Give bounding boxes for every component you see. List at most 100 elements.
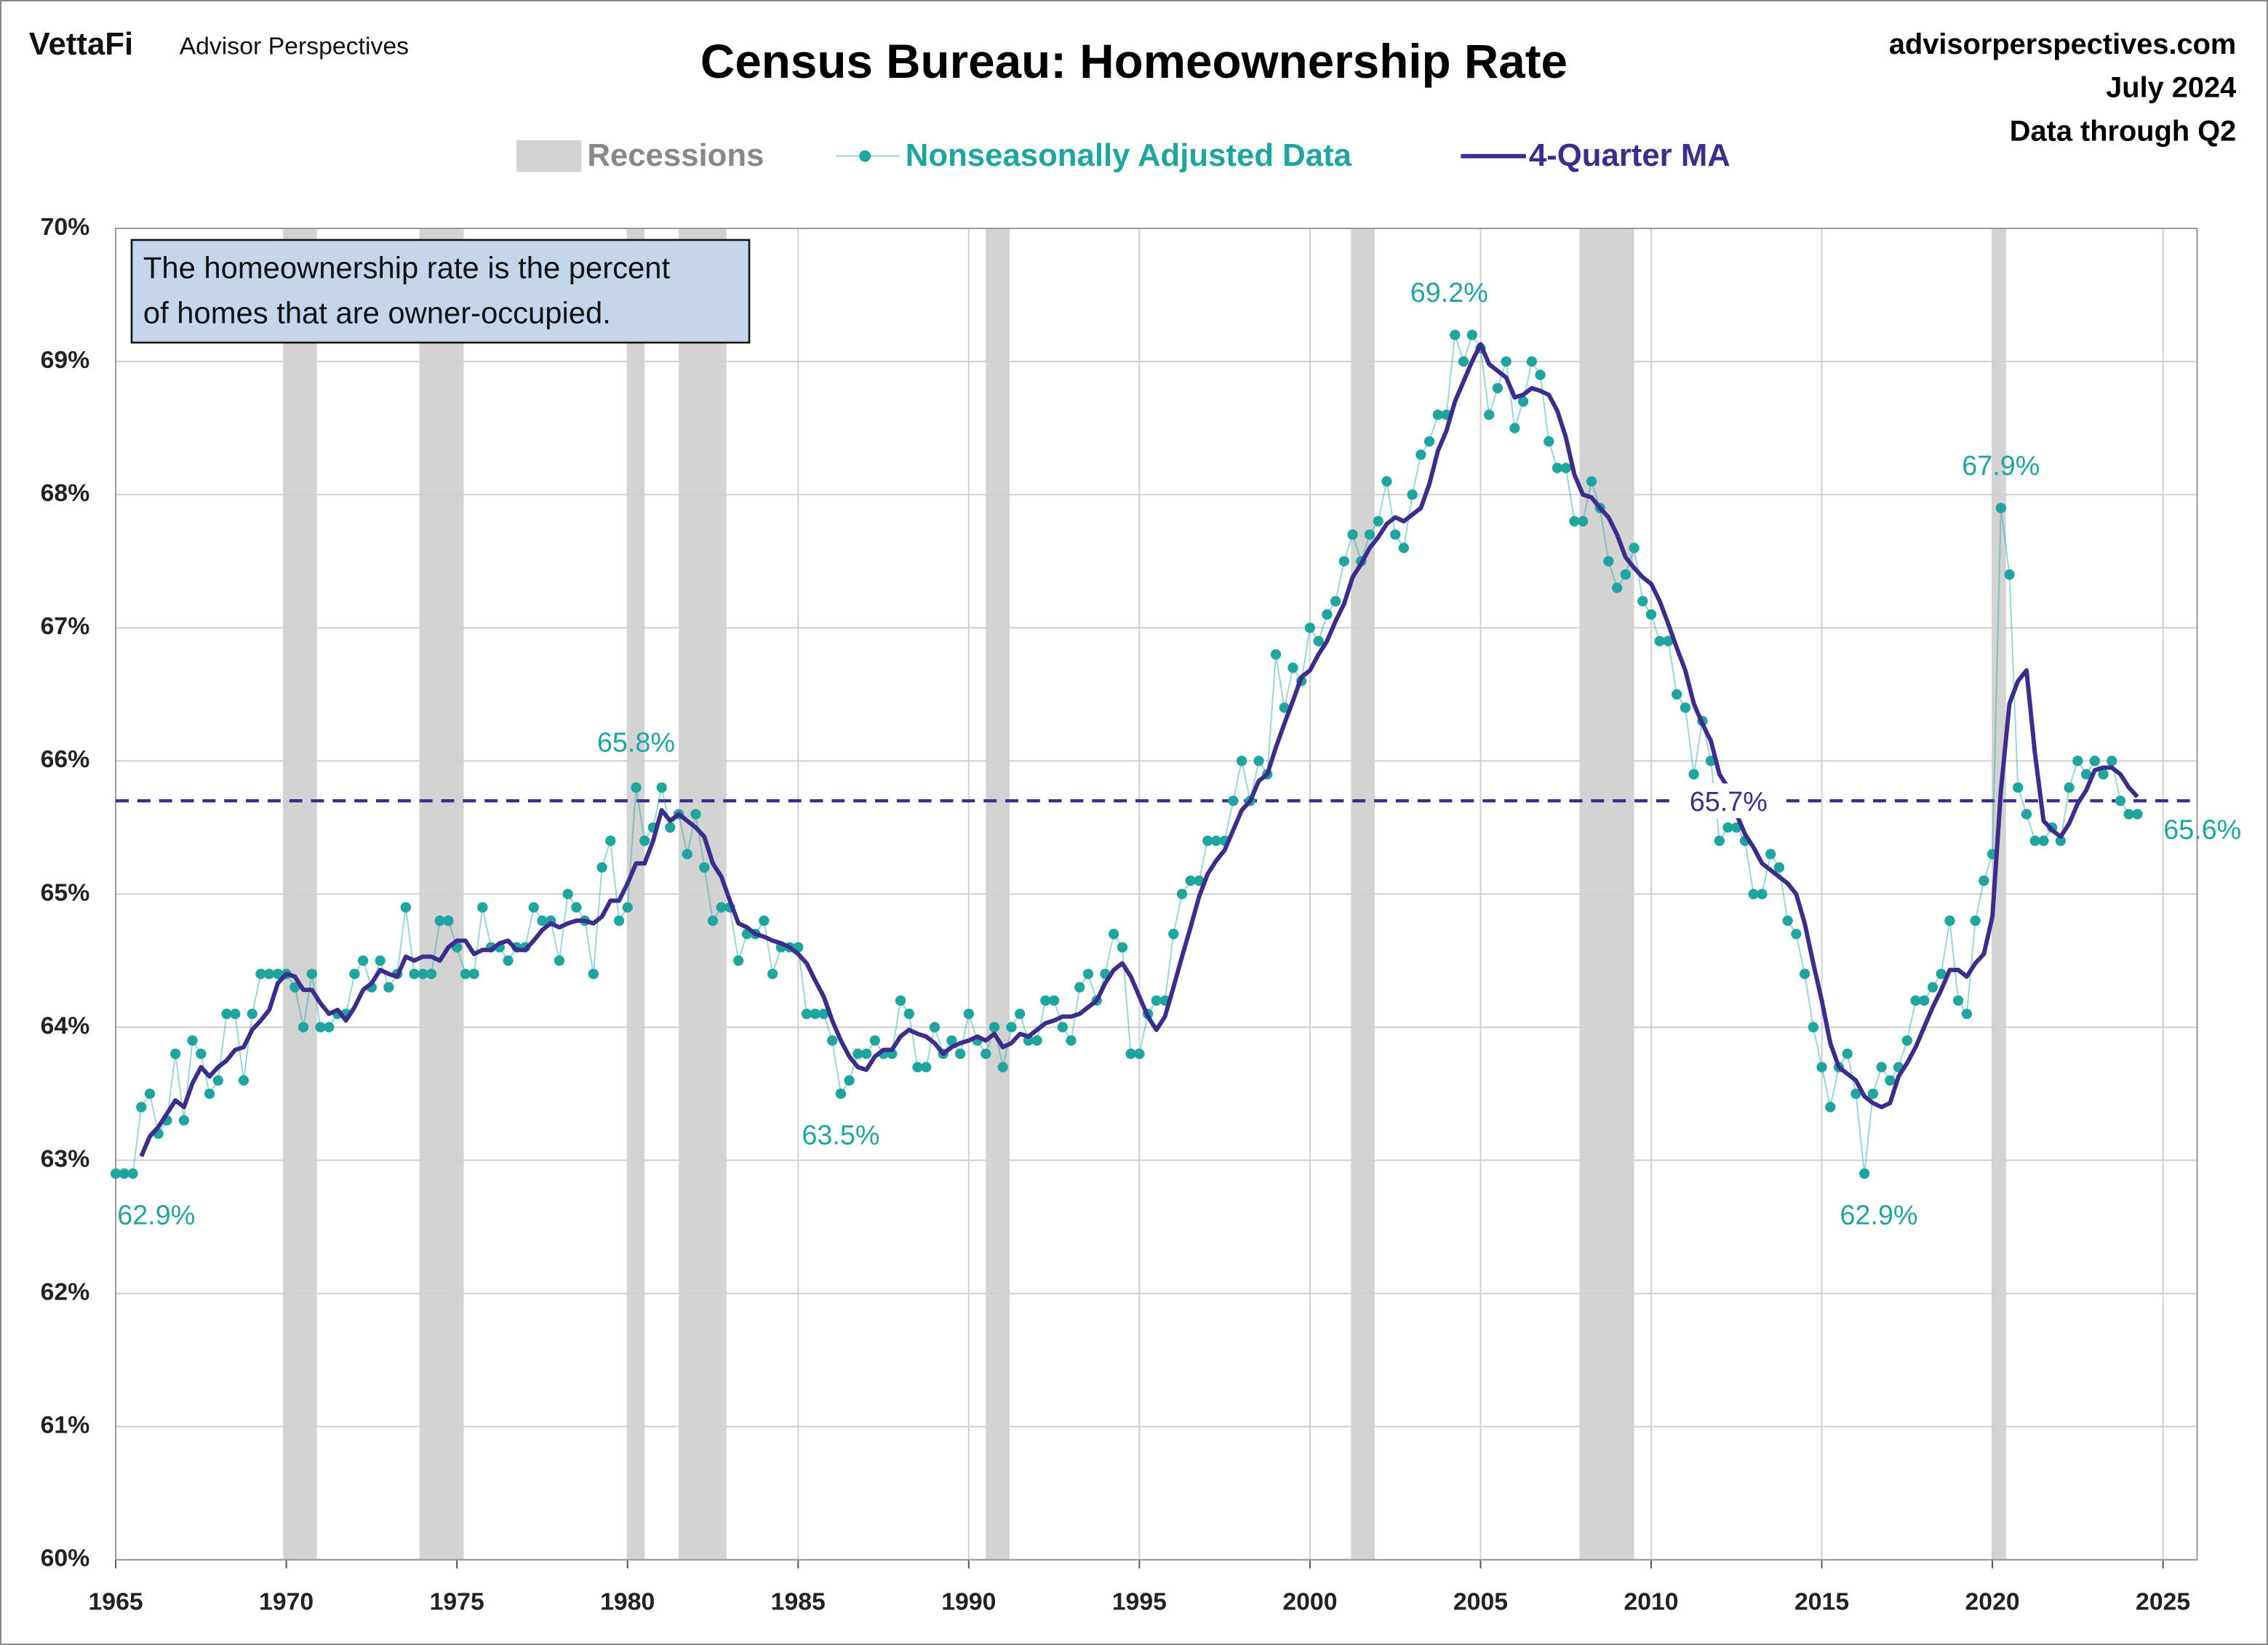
data-point: [1066, 1035, 1077, 1046]
y-tick-label: 70%: [41, 213, 90, 241]
data-point: [2115, 796, 2126, 807]
data-point: [1535, 369, 1546, 380]
x-tick-label: 1965: [88, 1588, 143, 1615]
data-point: [2132, 809, 2143, 820]
data-point: [631, 782, 642, 793]
data-point: [1842, 1048, 1853, 1060]
data-point: [443, 915, 454, 926]
data-point: [954, 1048, 966, 1060]
data-point: [1765, 849, 1776, 860]
data-point: [1109, 929, 1119, 940]
data-point: [1492, 383, 1504, 393]
data-point: [1953, 995, 1964, 1006]
data-point: [1919, 995, 1930, 1006]
x-tick-label: 2015: [1794, 1588, 1849, 1615]
data-point: [1995, 503, 2006, 513]
data-point: [1782, 915, 1793, 926]
data-point: [170, 1048, 181, 1060]
data-point: [136, 1102, 147, 1113]
data-point: [247, 1008, 257, 1020]
x-tick-label: 2000: [1282, 1588, 1337, 1615]
data-point: [861, 1048, 872, 1060]
series-line: [139, 342, 2139, 1158]
annotation: 63.5%: [802, 1121, 879, 1151]
data-point: [2064, 782, 2075, 793]
x-tick-label: 2005: [1453, 1588, 1508, 1615]
data-point: [981, 1048, 991, 1060]
data-point: [1151, 995, 1162, 1006]
y-tick-label: 61%: [41, 1412, 90, 1439]
data-point: [639, 836, 650, 846]
annotation: 67.9%: [1962, 451, 2040, 481]
data-point: [1944, 915, 1955, 926]
data-point: [2089, 756, 2100, 767]
data-point: [1910, 995, 1921, 1006]
data-point: [2029, 836, 2040, 846]
chart-title: Census Bureau: Homeownership Rate: [700, 35, 1568, 88]
data-point: [1330, 596, 1341, 607]
data-point: [665, 822, 676, 833]
data-point: [477, 902, 488, 913]
data-point: [409, 969, 420, 980]
site: advisorperspectives.com: [1889, 28, 2236, 60]
data-point: [238, 1075, 249, 1086]
note-text: of homes that are owner-occupied.: [143, 295, 611, 329]
data-point: [1168, 929, 1179, 940]
data-point: [682, 849, 692, 860]
data-point: [1304, 623, 1316, 633]
data-point: [1074, 982, 1085, 993]
data-point: [1808, 1022, 1818, 1033]
y-tick-label: 64%: [41, 1012, 90, 1039]
data-point: [622, 902, 633, 913]
data-point: [1057, 1022, 1068, 1033]
data-point: [434, 915, 445, 926]
data-point: [1885, 1075, 1896, 1086]
data-point: [537, 915, 548, 926]
data-point: [119, 1168, 129, 1179]
data-point: [1202, 836, 1213, 846]
data-point: [1432, 409, 1443, 420]
data-point: [1773, 862, 1785, 873]
x-tick-label: 1980: [600, 1588, 655, 1615]
data-point: [2123, 809, 2134, 820]
data-point: [1015, 1008, 1026, 1020]
data-point: [1040, 995, 1051, 1006]
brand: VettaFi: [29, 26, 133, 62]
note-box: [130, 239, 751, 344]
y-tick-label: 62%: [41, 1278, 90, 1306]
x-tick-label: 2010: [1624, 1588, 1678, 1615]
x-tick-label: 1970: [259, 1588, 314, 1615]
data-point: [588, 969, 599, 980]
data-point: [827, 1035, 838, 1046]
y-tick-label: 68%: [41, 479, 90, 507]
data-point: [2038, 836, 2049, 846]
data-point: [528, 902, 539, 913]
data-point: [1526, 356, 1537, 367]
average-label-bg: [1676, 783, 1781, 819]
data-point: [818, 1008, 829, 1020]
data-point: [1970, 915, 1981, 926]
data-point: [1578, 516, 1589, 527]
data-point: [383, 982, 394, 993]
y-tick-label: 66%: [41, 745, 90, 773]
data-point: [1484, 409, 1495, 420]
data-point: [1722, 822, 1733, 833]
data-point: [298, 1022, 309, 1033]
data-point: [1279, 702, 1290, 713]
data-point: [230, 1008, 241, 1020]
data-point: [1654, 636, 1665, 647]
data-point: [503, 955, 514, 966]
data-point: [2107, 756, 2117, 767]
data-point: [1398, 543, 1410, 553]
data-point: [613, 915, 625, 926]
y-tick-label: 63%: [41, 1145, 90, 1172]
data-point: [1901, 1035, 1912, 1046]
data-point: [178, 1115, 190, 1126]
data-point: [1270, 649, 1282, 660]
annotation: 65.8%: [597, 727, 675, 758]
data-point: [1407, 489, 1418, 500]
legend-label: 4-Quarter MA: [1529, 137, 1730, 173]
data-point: [554, 955, 565, 966]
